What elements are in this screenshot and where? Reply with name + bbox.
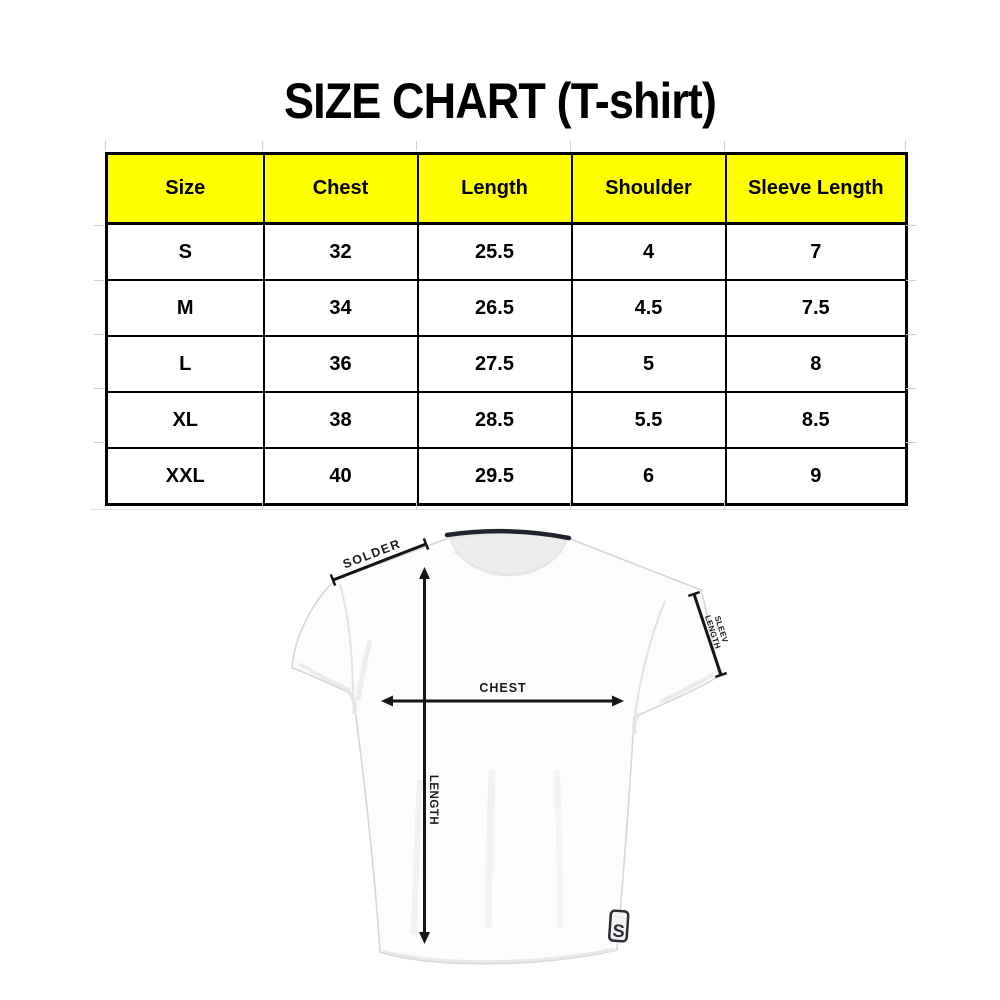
end-tick — [687, 590, 701, 598]
table-cell: 5.5 — [570, 391, 727, 449]
gridline-stub — [906, 280, 916, 281]
sleeve-dimension-line — [687, 590, 728, 679]
table-cell: 34 — [262, 279, 419, 337]
gridline-stub — [906, 442, 916, 443]
table-cell: 7.5 — [724, 279, 908, 337]
table-row-m: M 34 26.5 4.5 7.5 — [105, 279, 908, 337]
table-cell: 32 — [262, 222, 419, 281]
gridline-below-table — [90, 509, 910, 510]
arrowhead-up — [419, 567, 430, 579]
arrowhead-right — [612, 695, 624, 707]
brand-logo-frame — [607, 909, 630, 943]
gridline-stub — [724, 500, 725, 510]
table-cell: L — [105, 335, 265, 393]
table-cell: 36 — [262, 335, 419, 393]
table-cell: 5 — [570, 335, 727, 393]
length-arrow — [419, 567, 430, 944]
end-tick — [422, 537, 430, 551]
gridline-stub — [94, 225, 104, 226]
table-row-xl: XL 38 28.5 5.5 8.5 — [105, 391, 908, 449]
end-tick — [714, 671, 728, 679]
gridline-stub — [906, 388, 916, 389]
table-cell: 26.5 — [416, 279, 573, 337]
page-title: SIZE CHART (T-shirt) — [284, 73, 717, 129]
gridline-stub — [906, 334, 916, 335]
gridline-stub — [416, 500, 417, 510]
table-cell: M — [105, 279, 265, 337]
length-label: LENGTH — [427, 775, 439, 825]
table-cell: 8.5 — [724, 391, 908, 449]
arrowhead-left — [381, 695, 393, 707]
gridline-stub — [724, 141, 725, 151]
column-header-sleeve-length: Sleeve Length — [724, 152, 908, 225]
table-cell: 6 — [570, 447, 727, 506]
arrowhead-down — [419, 932, 430, 944]
gridline-stub — [94, 388, 104, 389]
table-cell: S — [105, 222, 265, 281]
table-cell: 29.5 — [416, 447, 573, 506]
chest-label: CHEST — [479, 681, 526, 695]
gridline-stub — [905, 141, 906, 151]
table-cell: XXL — [105, 447, 265, 506]
shoulder-dimension-line — [329, 537, 430, 587]
table-cell: 4 — [570, 222, 727, 281]
brand-logo-letter: S — [612, 921, 625, 942]
table-cell: XL — [105, 391, 265, 449]
table-row-l: L 36 27.5 5 8 — [105, 335, 908, 393]
column-header-size: Size — [105, 152, 265, 225]
table-row-xxl: XXL 40 29.5 6 9 — [105, 447, 908, 506]
brand-logo: S — [607, 909, 630, 943]
table-cell: 9 — [724, 447, 908, 506]
gridline-stub — [262, 141, 263, 151]
gridline-stub — [416, 141, 417, 151]
table-cell: 27.5 — [416, 335, 573, 393]
gridline-stub — [570, 500, 571, 510]
gridline-stub — [570, 141, 571, 151]
column-header-shoulder: Shoulder — [570, 152, 727, 225]
table-row-s: S 32 25.5 4 7 — [105, 222, 908, 281]
gridline-stub — [94, 442, 104, 443]
neck-opening-inner — [452, 534, 565, 573]
table-cell: 7 — [724, 222, 908, 281]
gridline-stub — [94, 280, 104, 281]
gridline-stub — [94, 334, 104, 335]
table-cell: 40 — [262, 447, 419, 506]
gridline-stub — [262, 500, 263, 510]
end-tick — [329, 573, 337, 587]
table-cell: 8 — [724, 335, 908, 393]
size-table: Size Chest Length Shoulder Sleeve Length… — [105, 152, 908, 506]
table-cell: 4.5 — [570, 279, 727, 337]
length-label-group: LENGTH — [427, 775, 439, 825]
header-row: Size Chest Length Shoulder Sleeve Length — [105, 152, 908, 225]
tshirt-graphic — [291, 530, 720, 965]
tshirt-measurement-diagram: LENGTH CHEST SOLDER SLEEV LENGTH — [291, 528, 730, 965]
column-header-length: Length — [416, 152, 573, 225]
collar-band — [444, 528, 572, 541]
table-cell: 38 — [262, 391, 419, 449]
gridline-stub — [906, 225, 916, 226]
chest-arrow — [381, 695, 624, 707]
table-cell: 28.5 — [416, 391, 573, 449]
column-header-chest: Chest — [262, 152, 419, 225]
gridline-stub — [105, 141, 106, 151]
table-cell: 25.5 — [416, 222, 573, 281]
